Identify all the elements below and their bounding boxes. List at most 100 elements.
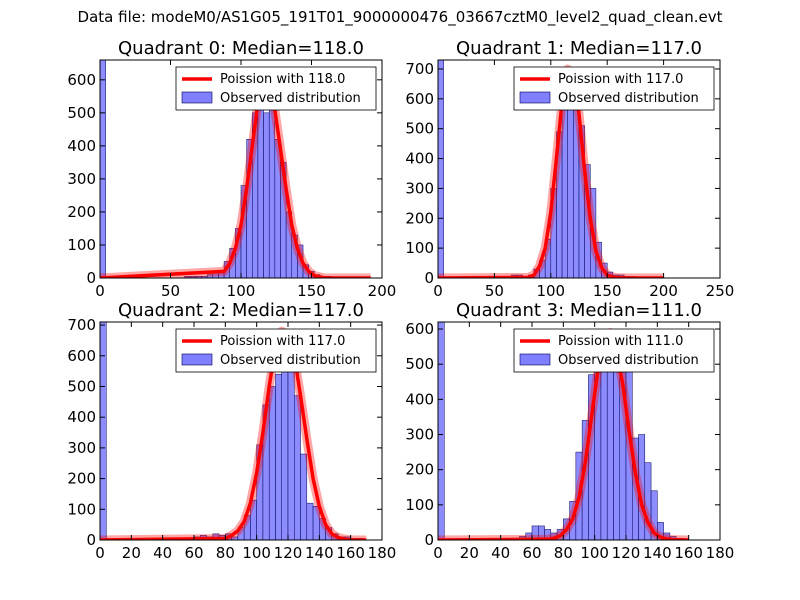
y-tick-label: 200 <box>405 209 434 227</box>
plot-area <box>100 322 367 540</box>
quadrant-3-panel: 0 20 40 60 80 100 120 140 160 1800100200300400500… <box>405 300 734 562</box>
histogram-bar <box>263 112 270 278</box>
axes-frame <box>437 321 721 541</box>
x-tick-label: 0 <box>95 282 105 300</box>
x-tick-label: 50 <box>485 282 504 300</box>
legend-poisson-label: Poission with 117.0 <box>220 334 345 349</box>
histogram-bar <box>100 322 107 540</box>
legend: Poission with 118.0 Observed distribution <box>175 66 377 111</box>
x-tick-label: 40 <box>153 544 172 562</box>
x-tick-label: 50 <box>161 282 180 300</box>
x-tick-label: 150 <box>297 282 326 300</box>
histogram-bar <box>438 60 444 278</box>
x-tick-label: 100 <box>227 282 256 300</box>
legend-observed-swatch <box>181 353 213 366</box>
y-tick-label: 400 <box>405 150 434 168</box>
histogram-bar <box>275 373 282 540</box>
x-tick-label: 160 <box>674 544 703 562</box>
x-tick-label: 0 <box>95 544 105 562</box>
axes-frame <box>99 321 383 541</box>
x-tick-label: 100 <box>536 282 565 300</box>
legend-observed-label: Observed distribution <box>220 91 361 106</box>
x-tick-label: 200 <box>368 282 397 300</box>
y-tick-label: 200 <box>405 461 434 479</box>
histogram-bar <box>600 363 608 540</box>
y-tick-label: 0 <box>86 269 96 287</box>
y-tick-label: 600 <box>67 71 96 89</box>
x-tick-label: 180 <box>368 544 397 562</box>
histogram-bar <box>438 322 445 540</box>
x-tick-label: 180 <box>706 544 735 562</box>
legend-observed-swatch <box>519 91 551 104</box>
y-tick-label: 300 <box>405 426 434 444</box>
x-tick-label: 150 <box>593 282 622 300</box>
y-tick-label: 500 <box>405 120 434 138</box>
y-tick-label: 0 <box>424 269 434 287</box>
legend-poisson-label: Poission with 118.0 <box>220 72 345 87</box>
y-tick-label: 600 <box>405 320 434 338</box>
x-tick-label: 250 <box>706 282 735 300</box>
histogram-bar <box>657 522 664 540</box>
x-tick-label: 0 <box>433 544 443 562</box>
histogram-bar <box>287 370 295 540</box>
histogram-bar <box>606 356 614 540</box>
x-tick-label: 60 <box>184 544 203 562</box>
legend-observed-label: Observed distribution <box>558 91 699 106</box>
x-tick-label: 40 <box>491 544 510 562</box>
legend-observed-label: Observed distribution <box>220 353 361 368</box>
x-tick-label: 100 <box>242 544 271 562</box>
legend: Poission with 117.0 Observed distribution <box>175 328 377 373</box>
quadrant-2-panel: 0 20 40 60 80 100 120 140 160 1800100200300400500… <box>67 300 396 562</box>
y-tick-label: 300 <box>405 179 434 197</box>
legend-observed-swatch <box>519 353 551 366</box>
panel-title: Quadrant 0: Median=118.0 <box>118 38 364 59</box>
panel-title: Quadrant 1: Median=117.0 <box>456 38 702 59</box>
x-tick-label: 0 <box>433 282 443 300</box>
legend: Poission with 117.0 Observed distribution <box>513 66 715 111</box>
x-tick-label: 120 <box>274 544 303 562</box>
x-tick-label: 140 <box>643 544 672 562</box>
x-tick-label: 80 <box>216 544 235 562</box>
y-tick-label: 200 <box>67 470 96 488</box>
y-tick-label: 700 <box>67 316 96 334</box>
quadrant-0-panel: 0 50 100 150 200 0 100 200 300 400 500 600 Quadrant … <box>67 38 396 300</box>
histogram-bar <box>100 60 106 278</box>
x-tick-label: 160 <box>336 544 365 562</box>
y-tick-label: 600 <box>405 90 434 108</box>
y-tick-label: 400 <box>405 390 434 408</box>
legend-box <box>513 328 715 373</box>
x-tick-label: 120 <box>612 544 641 562</box>
y-tick-label: 0 <box>86 531 96 549</box>
legend-observed-swatch <box>181 91 213 104</box>
y-tick-label: 0 <box>424 531 434 549</box>
x-tick-label: 80 <box>554 544 573 562</box>
quadrant-1-panel: 0 50 100 150 200 250 0 100 200 300 400 500 600 700 Qua… <box>405 38 734 300</box>
y-tick-label: 500 <box>405 355 434 373</box>
y-tick-label: 100 <box>67 500 96 518</box>
y-tick-label: 500 <box>67 377 96 395</box>
histogram-bar <box>306 502 314 540</box>
x-tick-label: 20 <box>460 544 479 562</box>
panel-title: Quadrant 2: Median=117.0 <box>118 300 364 321</box>
y-tick-label: 400 <box>67 137 96 155</box>
y-tick-label: 100 <box>405 496 434 514</box>
x-tick-label: 20 <box>122 544 141 562</box>
figure-title: Data file: modeM0/AS1G05_191T01_90000004… <box>77 8 723 26</box>
y-tick-label: 600 <box>67 347 96 365</box>
legend: Poission with 111.0 Observed distribution <box>513 328 715 373</box>
y-tick-label: 500 <box>67 104 96 122</box>
y-tick-label: 100 <box>67 236 96 254</box>
y-tick-label: 200 <box>67 203 96 221</box>
legend-poisson-label: Poission with 117.0 <box>558 72 683 87</box>
y-tick-label: 100 <box>405 239 434 257</box>
y-tick-label: 300 <box>67 170 96 188</box>
histogram-bar <box>650 490 658 540</box>
x-tick-label: 60 <box>522 544 541 562</box>
x-tick-label: 140 <box>305 544 334 562</box>
histogram-bar <box>300 453 308 540</box>
x-tick-label: 200 <box>649 282 678 300</box>
panel-title: Quadrant 3: Median=111.0 <box>456 300 702 321</box>
axes-frame <box>437 59 721 279</box>
legend-poisson-label: Poission with 111.0 <box>558 334 683 349</box>
